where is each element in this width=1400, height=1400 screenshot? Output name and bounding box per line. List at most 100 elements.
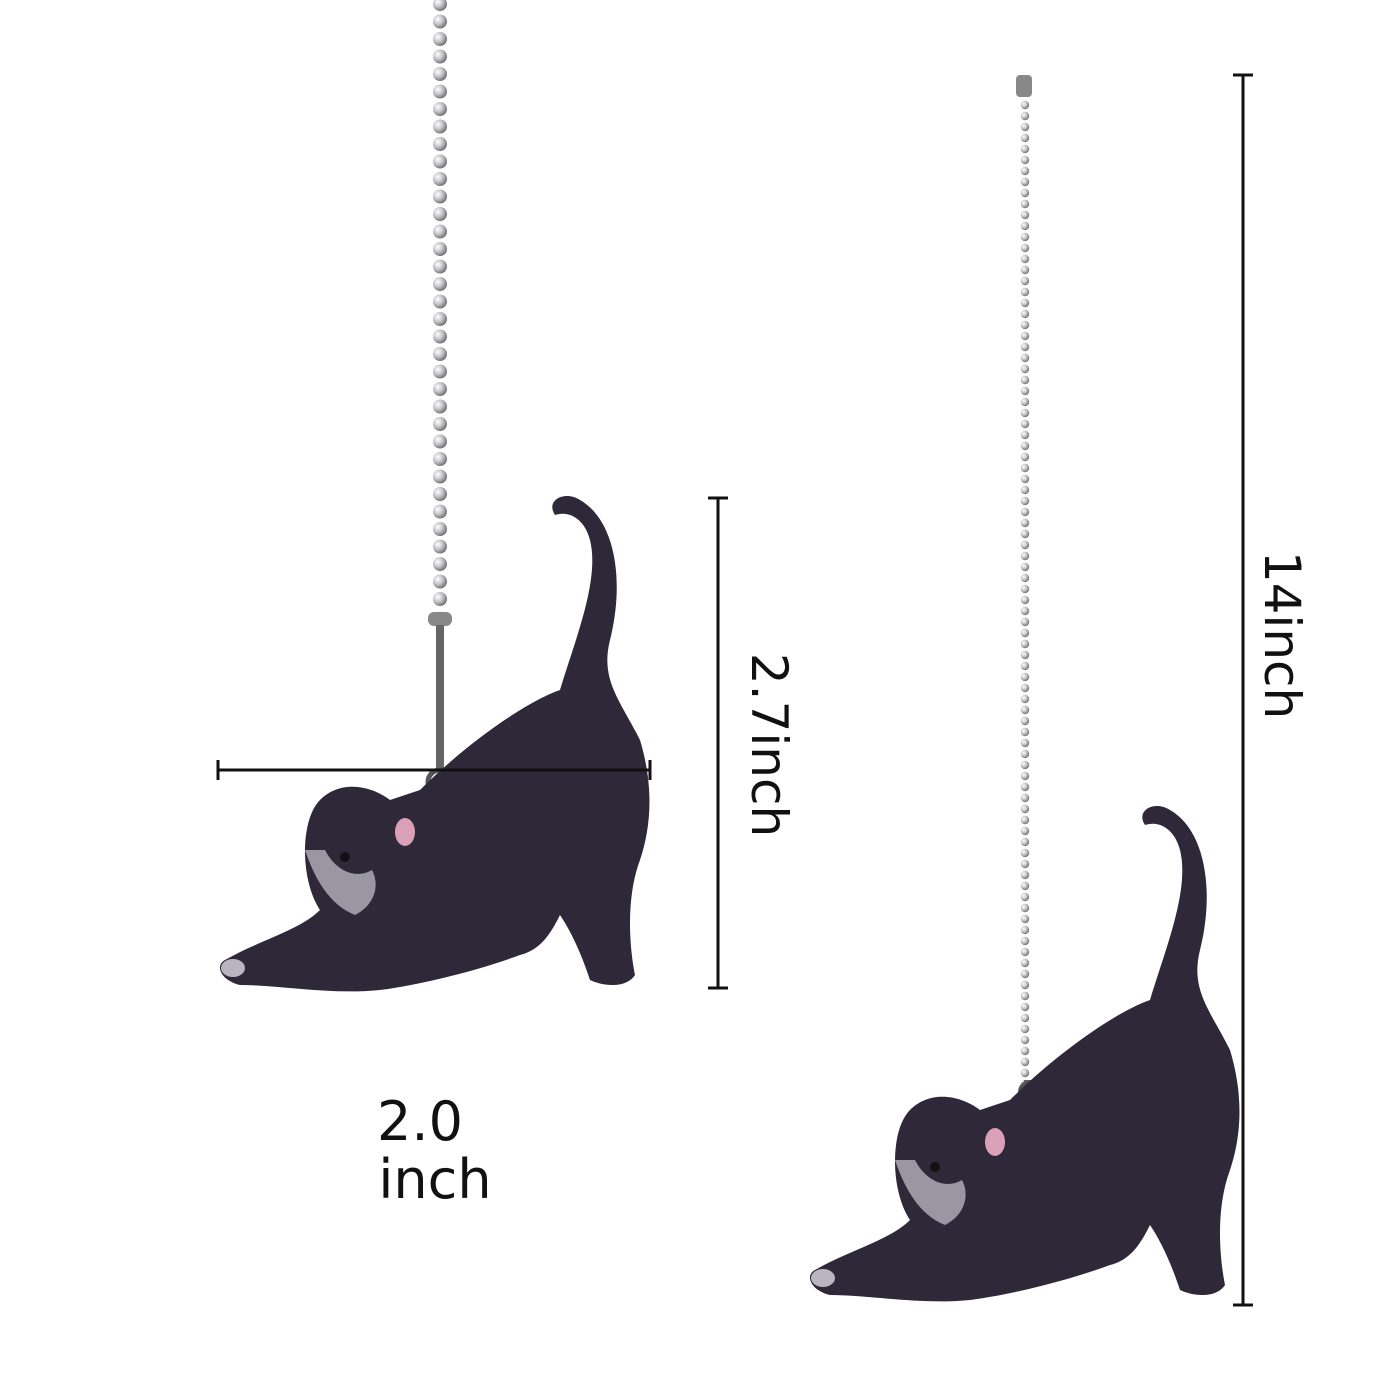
chain-bead [1020, 1057, 1030, 1067]
chain-bead [1020, 122, 1030, 132]
chain-bead [1020, 155, 1030, 165]
chain-bead [433, 224, 447, 239]
chain-bead [1020, 276, 1030, 286]
chain-bead [1020, 606, 1030, 616]
chain-bead [1020, 463, 1030, 473]
chain-bead [433, 329, 447, 344]
chain-bead [433, 592, 447, 606]
chain-bead [433, 504, 447, 519]
chain-bead [1020, 980, 1030, 990]
chain-bead [1020, 793, 1030, 803]
chain-bead [433, 84, 447, 99]
chain-bead [433, 522, 447, 536]
chain-bead [433, 277, 447, 291]
chain-bead [1020, 474, 1030, 484]
chain-bead [1020, 1024, 1030, 1034]
chain-bead [1020, 342, 1030, 352]
chain-bead [1020, 144, 1030, 154]
chain-bead [1020, 672, 1030, 682]
chain-bead [433, 259, 447, 274]
chain-bead [433, 172, 447, 186]
chain-bead [1020, 738, 1030, 748]
chain-bead [1020, 573, 1030, 583]
chain-bead [433, 0, 447, 11]
left-cat-figure [220, 495, 650, 992]
chain-bead [1020, 188, 1030, 198]
chain-bead [1020, 617, 1030, 627]
chain-bead [1020, 419, 1030, 429]
chain-bead [1020, 903, 1030, 913]
chain-bead [433, 119, 447, 134]
chain-bead [433, 574, 447, 589]
width-unit-label: inch [378, 1148, 491, 1211]
chain-bead [433, 14, 447, 29]
chain-bead [1020, 595, 1030, 605]
chain-bead [1020, 452, 1030, 462]
chain-bead [1020, 320, 1030, 330]
chain-bead [1020, 716, 1030, 726]
height-label: 2.7inch [740, 653, 798, 837]
chain-bead [1020, 430, 1030, 440]
chain-bead [433, 312, 447, 326]
chain-bead [1020, 100, 1030, 110]
chain-bead [433, 382, 447, 396]
chain-bead [1020, 859, 1030, 869]
chain-bead [1020, 914, 1030, 924]
length-label: 14inch [1253, 551, 1311, 719]
chain-bead [1020, 177, 1030, 187]
chain-bead [433, 207, 447, 221]
chain-bead [1020, 848, 1030, 858]
chain-bead [433, 399, 447, 414]
width-value-label: 2.0 [377, 1090, 463, 1153]
chain-bead [433, 452, 447, 466]
chain-bead [1020, 518, 1030, 528]
chain-bead [1020, 991, 1030, 1001]
chain-bead [1020, 540, 1030, 550]
chain-bead [1020, 397, 1030, 407]
chain-bead [1020, 892, 1030, 902]
chain-bead [433, 49, 447, 64]
chain-bead [1020, 408, 1030, 418]
chain-bead [1020, 298, 1030, 308]
chain-bead [1020, 232, 1030, 242]
chain-bead [1020, 628, 1030, 638]
chain-bead [1020, 309, 1030, 319]
chain-bead [1020, 496, 1030, 506]
chain-bead [1020, 1002, 1030, 1012]
chain-bead [433, 102, 447, 116]
chain-bead [1020, 958, 1030, 968]
chain-bead [1020, 485, 1030, 495]
chain-bead [1020, 694, 1030, 704]
chain-bead [1020, 760, 1030, 770]
chain-bead [1020, 870, 1030, 880]
chain-bead [1020, 826, 1030, 836]
chain-bead [1020, 661, 1030, 671]
chain-bead [433, 469, 447, 484]
chain-bead [1020, 199, 1030, 209]
chain-bead [1020, 804, 1030, 814]
chain-bead [1020, 1046, 1030, 1056]
chain-bead [1020, 1035, 1030, 1045]
chain-bead [1020, 287, 1030, 297]
chain-bead [1020, 969, 1030, 979]
chain-bead [1020, 705, 1030, 715]
chain-bead [1020, 210, 1030, 220]
chain-bead [1020, 749, 1030, 759]
right-bead-chain [1020, 100, 1030, 1100]
dimension-lines [216, 73, 1253, 1307]
chain-bead [1020, 386, 1030, 396]
chain-bead [433, 154, 447, 169]
chain-bead [1020, 375, 1030, 385]
chain-bead [1020, 936, 1030, 946]
chain-bead [433, 294, 447, 309]
chain-bead [1020, 166, 1030, 176]
chain-bead [1020, 221, 1030, 231]
chain-bead [1020, 551, 1030, 561]
chain-bead [1020, 947, 1030, 957]
chain-bead [1020, 529, 1030, 539]
chain-bead [1020, 331, 1030, 341]
chain-bead [1020, 727, 1030, 737]
chain-bead [1020, 507, 1030, 517]
